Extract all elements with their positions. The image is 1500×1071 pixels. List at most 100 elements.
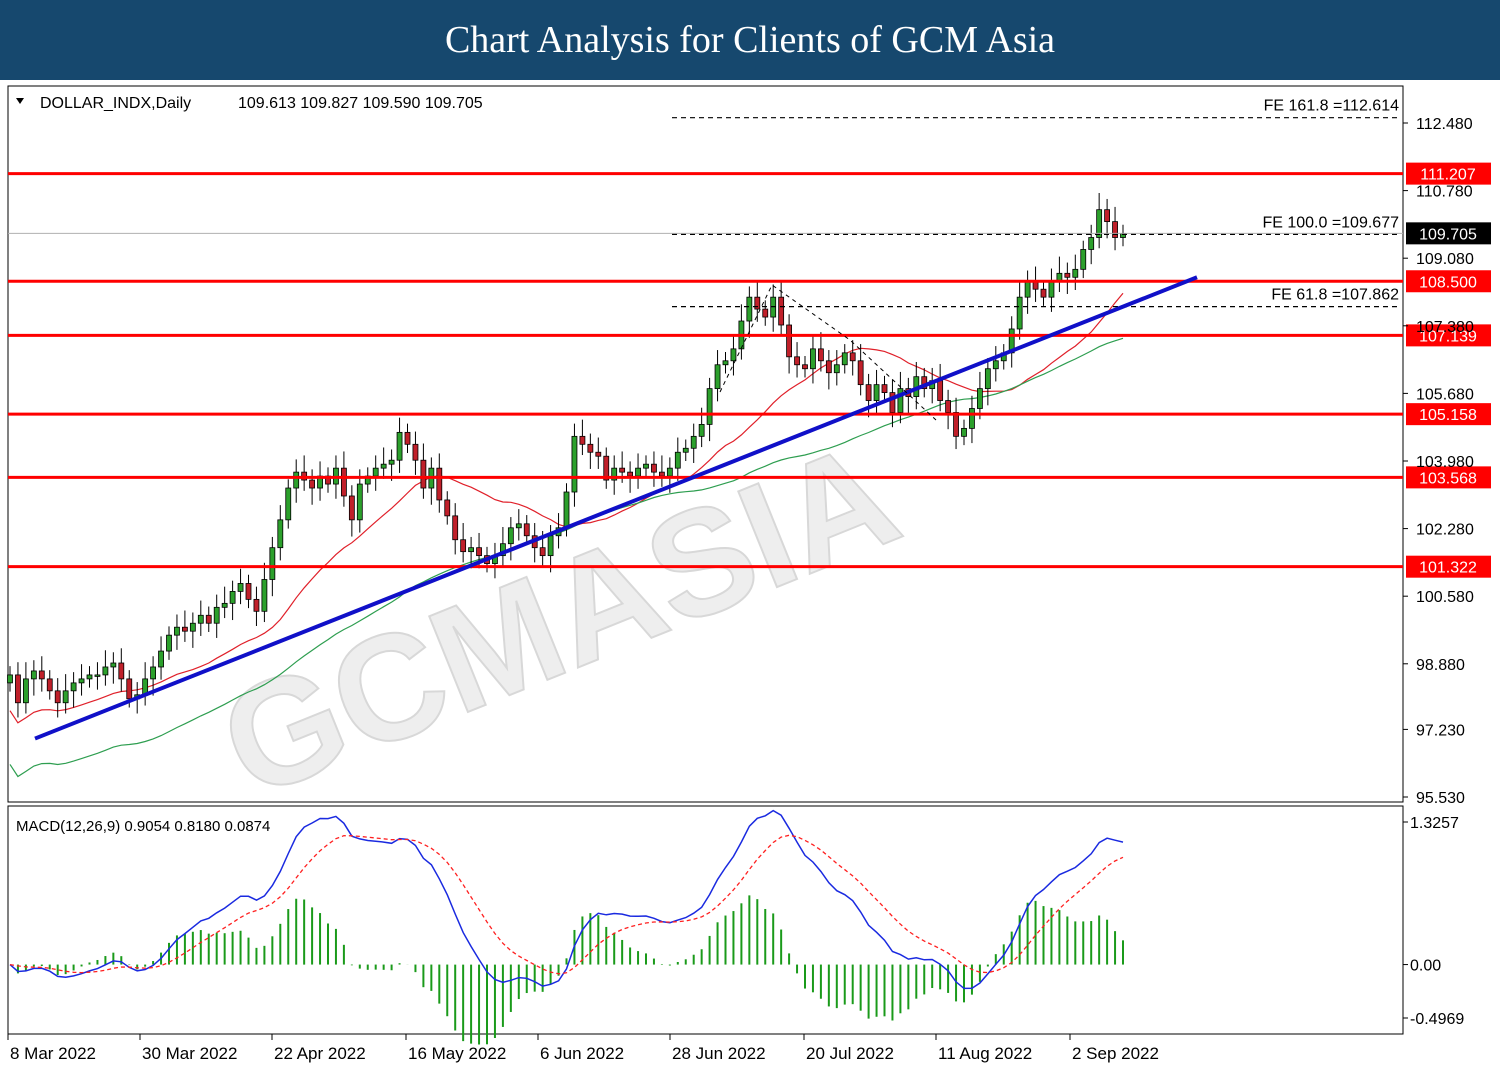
bullish-candle — [78, 678, 85, 684]
bullish-candle — [30, 670, 37, 680]
header-bar: Chart Analysis for Clients of GCM Asia — [0, 0, 1500, 80]
bullish-candle — [833, 364, 840, 374]
bearish-candle — [1040, 288, 1047, 298]
bearish-candle — [245, 583, 252, 600]
symbol-label: DOLLAR_INDX,Daily — [40, 95, 191, 112]
y-axis-tick-label: 109.080 — [1416, 251, 1474, 268]
bullish-candle — [666, 467, 673, 477]
bearish-candle — [420, 459, 427, 489]
bearish-candle — [181, 626, 188, 632]
bearish-candle — [436, 467, 443, 501]
x-axis-tick-label: 22 Apr 2022 — [274, 1044, 366, 1063]
bullish-candle — [984, 368, 991, 390]
bullish-candle — [515, 523, 522, 529]
bullish-candle — [547, 535, 554, 557]
bullish-candle — [174, 626, 180, 636]
bullish-candle — [22, 678, 29, 704]
bearish-candle — [54, 690, 61, 704]
fibonacci-label: FE 161.8 =112.614 — [1264, 98, 1399, 115]
bearish-candle — [309, 479, 316, 489]
x-axis-tick-label: 11 Aug 2022 — [938, 1044, 1032, 1063]
bullish-candle — [86, 674, 93, 680]
bullish-candle — [571, 435, 578, 493]
bullish-candle — [102, 666, 109, 676]
bearish-candle — [253, 598, 260, 612]
bearish-candle — [460, 539, 467, 553]
y-axis-tick-label: 100.580 — [1416, 589, 1474, 606]
support-resistance-label-box — [1406, 555, 1491, 578]
support-resistance-label-box — [1406, 270, 1491, 293]
current-price-label-box — [1406, 222, 1491, 245]
bearish-candle — [619, 467, 626, 473]
y-axis-tick-label: 110.780 — [1416, 184, 1473, 201]
bullish-candle — [70, 682, 77, 692]
bullish-candle — [507, 527, 514, 545]
fibonacci-label: FE 61.8 =107.862 — [1271, 287, 1399, 304]
bullish-candle — [1080, 249, 1087, 270]
y-axis-tick-label: 95.530 — [1416, 790, 1465, 807]
bearish-candle — [802, 364, 808, 370]
bullish-candle — [158, 650, 164, 668]
trendline — [34, 275, 1198, 741]
support-resistance-label: 108.500 — [1419, 274, 1477, 291]
support-resistance-label-box — [1406, 403, 1491, 426]
bullish-candle — [1016, 296, 1023, 330]
macd-signal-line — [9, 834, 1124, 975]
bearish-candle — [126, 678, 133, 700]
support-resistance-label: 111.207 — [1420, 167, 1476, 184]
bearish-candle — [38, 670, 45, 680]
y-axis-tick-label: 97.230 — [1416, 722, 1465, 739]
bearish-candle — [945, 400, 951, 413]
bearish-candle — [340, 467, 347, 497]
bullish-candle — [563, 491, 570, 529]
x-axis-tick-label: 20 Jul 2022 — [806, 1044, 894, 1063]
bullish-candle — [674, 451, 681, 469]
dropdown-arrow-icon[interactable] — [16, 98, 24, 104]
bearish-candle — [762, 308, 769, 318]
x-axis-tick-label: 16 May 2022 — [408, 1044, 506, 1063]
y-axis-tick-label: 102.280 — [1416, 522, 1474, 539]
bullish-candle — [261, 579, 268, 612]
page-title: Chart Analysis for Clients of GCM Asia — [444, 19, 1056, 61]
bullish-candle — [237, 583, 244, 592]
bearish-candle — [595, 451, 602, 457]
bearish-candle — [15, 674, 21, 704]
bullish-candle — [213, 606, 220, 624]
main-chart-frame — [7, 85, 1404, 803]
bullish-candle — [1088, 237, 1095, 250]
bullish-candle — [197, 614, 204, 624]
y-axis-tick-label: 112.480 — [1416, 116, 1473, 133]
x-axis-tick-label: 30 Mar 2022 — [142, 1044, 237, 1063]
bearish-candle — [881, 384, 888, 393]
bullish-candle — [396, 431, 403, 461]
y-axis-tick-label: 107.380 — [1416, 319, 1474, 336]
bearish-candle — [889, 392, 896, 413]
macd-axis-tick-label: 1.3257 — [1410, 815, 1459, 832]
bearish-candle — [627, 471, 633, 477]
x-axis-tick-label: 28 Jun 2022 — [672, 1044, 766, 1063]
projection-path — [719, 284, 937, 421]
bullish-candle — [7, 674, 13, 684]
y-axis-tick-label: 103.980 — [1416, 454, 1474, 471]
bullish-candle — [150, 666, 157, 680]
support-resistance-label-box — [1406, 162, 1491, 185]
ohlc-label: 109.613 109.827 109.590 109.705 — [238, 95, 483, 112]
bearish-candle — [452, 515, 459, 541]
bullish-candle — [221, 602, 228, 608]
bullish-candle — [992, 360, 999, 370]
bearish-candle — [587, 443, 594, 453]
bearish-candle — [579, 435, 586, 445]
macd-axis-tick-label: 0.00 — [1410, 958, 1441, 975]
bullish-candle — [841, 352, 848, 366]
bullish-candle — [1048, 280, 1055, 298]
bullish-candle — [714, 364, 721, 390]
bearish-candle — [794, 356, 800, 366]
bearish-candle — [1112, 221, 1118, 238]
bullish-candle — [269, 547, 276, 580]
bullish-candle — [635, 467, 641, 477]
support-resistance-label: 105.158 — [1419, 407, 1477, 424]
x-axis-tick-label: 8 Mar 2022 — [10, 1044, 96, 1063]
bearish-candle — [348, 495, 355, 521]
support-resistance-label-box — [1406, 466, 1491, 489]
bullish-candle — [682, 447, 689, 453]
